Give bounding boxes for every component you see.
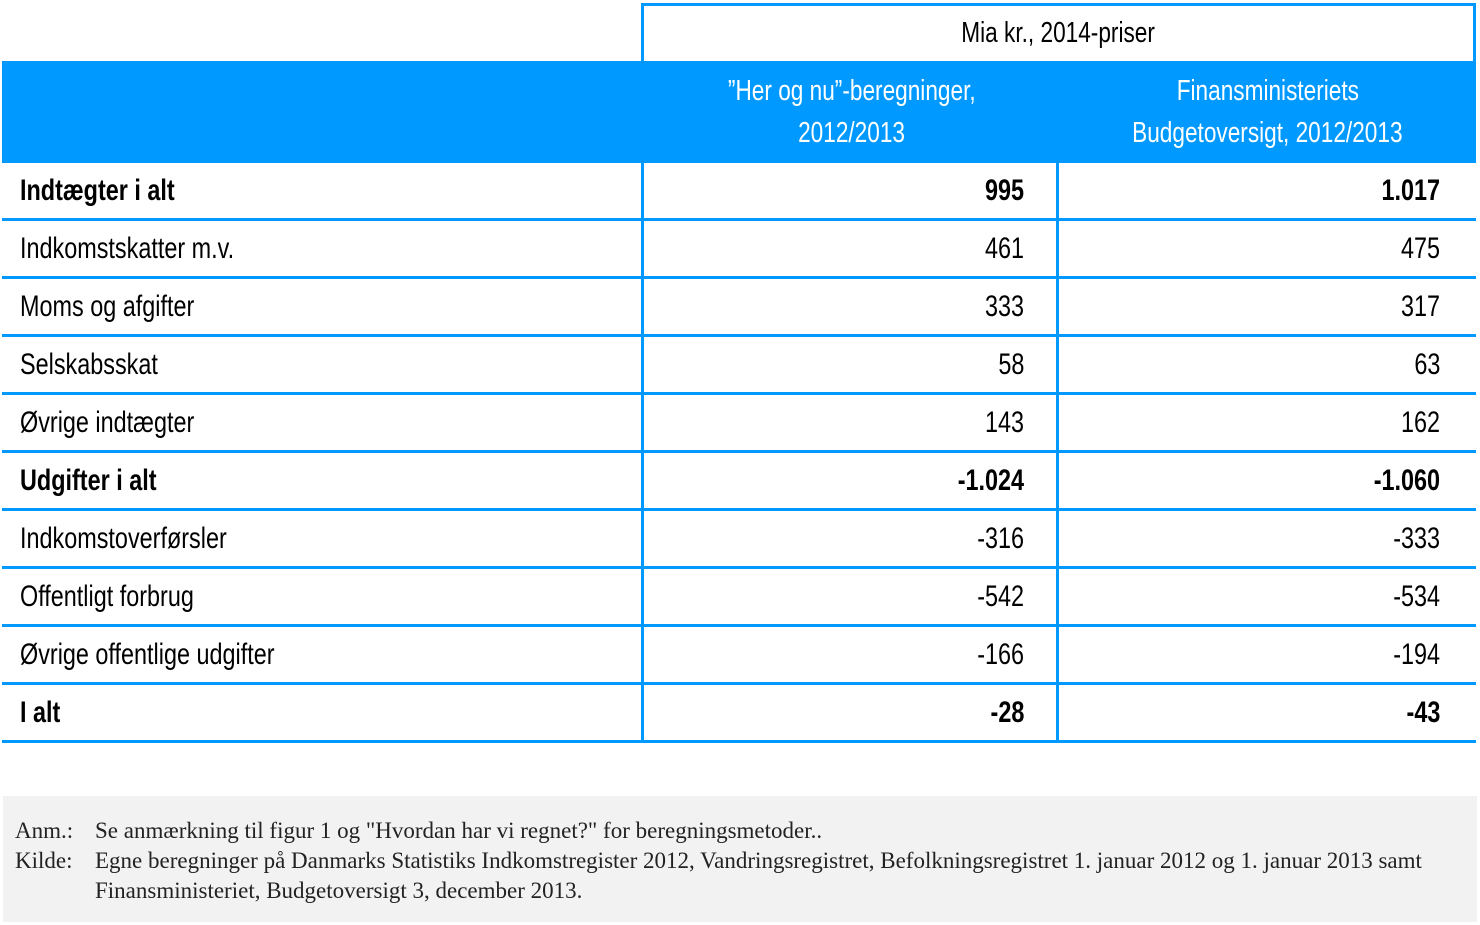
value: -1.060 [1373,463,1440,497]
value-cell-her-og-nu: -542 [644,569,1059,624]
table-row: Indkomstskatter m.v. 461 475 [2,221,1476,279]
note-kilde: Kilde: Egne beregninger på Danmarks Stat… [15,846,1467,906]
budget-table: Mia kr., 2014-priser ”Her og nu”-beregni… [2,3,1476,743]
column-header-finansministeriet: Finansministeriets Budgetoversigt, 2012/… [1059,61,1476,163]
value-cell-her-og-nu: 461 [644,221,1059,276]
table-row: Moms og afgifter 333 317 [2,279,1476,337]
column-header-line: Finansministeriets [1176,75,1359,107]
table-row: I alt -28 -43 [2,685,1476,743]
row-label: Moms og afgifter [20,289,195,323]
value-cell-her-og-nu: 58 [644,337,1059,392]
value: -316 [977,521,1024,555]
row-label-cell: Øvrige offentlige udgifter [2,627,644,682]
value: 995 [984,173,1024,207]
row-label: Offentligt forbrug [20,579,194,613]
value: -534 [1393,579,1440,613]
unit-header-row: Mia kr., 2014-priser [2,3,1476,61]
value: 143 [984,405,1024,439]
value-cell-finansministeriet: -1.060 [1059,453,1476,508]
value: 317 [1400,289,1440,323]
row-label: Indtægter i alt [20,173,175,207]
row-label-cell: Moms og afgifter [2,279,644,334]
value-cell-her-og-nu: -28 [644,685,1059,740]
value-cell-her-og-nu: 995 [644,163,1059,218]
value-cell-finansministeriet: 63 [1059,337,1476,392]
row-label-cell: Indtægter i alt [2,163,644,218]
value: 1.017 [1381,173,1440,207]
row-label-cell: Udgifter i alt [2,453,644,508]
row-label-cell: Offentligt forbrug [2,569,644,624]
empty-corner-cell [2,3,644,61]
table-row: Indtægter i alt 995 1.017 [2,163,1476,221]
note-text: Egne beregninger på Danmarks Statistiks … [95,848,1422,903]
row-label: I alt [20,695,61,729]
row-label-cell: Indkomstoverførsler [2,511,644,566]
row-label-cell: Øvrige indtægter [2,395,644,450]
column-header-line: Budgetoversigt, 2012/2013 [1132,117,1403,149]
value: -194 [1393,637,1440,671]
column-header-her-og-nu: ”Her og nu”-beregninger, 2012/2013 [644,61,1059,163]
row-label: Selskabsskat [20,347,158,381]
note-label: Kilde: [15,848,73,873]
column-header-line: 2012/2013 [798,117,905,149]
value: -28 [990,695,1024,729]
table-row: Indkomstoverførsler -316 -333 [2,511,1476,569]
unit-label-cell: Mia kr., 2014-priser [644,3,1476,61]
row-label-cell: I alt [2,685,644,740]
value-cell-her-og-nu: -1.024 [644,453,1059,508]
value-cell-finansministeriet: 475 [1059,221,1476,276]
table-row: Selskabsskat 58 63 [2,337,1476,395]
value-cell-her-og-nu: 143 [644,395,1059,450]
value-cell-finansministeriet: -333 [1059,511,1476,566]
value-cell-finansministeriet: -534 [1059,569,1476,624]
row-label: Øvrige indtægter [20,405,195,439]
value: 63 [1413,347,1440,381]
value: 461 [984,231,1024,265]
row-label: Udgifter i alt [20,463,157,497]
note-anm: Anm.: Se anmærkning til figur 1 og "Hvor… [15,816,1467,846]
empty-header-cell [2,61,644,163]
table-row: Øvrige indtægter 143 162 [2,395,1476,453]
value: -542 [977,579,1024,613]
value-cell-finansministeriet: -194 [1059,627,1476,682]
column-header-line: ”Her og nu”-beregninger, [727,75,976,107]
value-cell-finansministeriet: 317 [1059,279,1476,334]
row-label-cell: Indkomstskatter m.v. [2,221,644,276]
table-row: Øvrige offentlige udgifter -166 -194 [2,627,1476,685]
row-label: Indkomstskatter m.v. [20,231,235,265]
value: -333 [1393,521,1440,555]
value-cell-her-og-nu: -166 [644,627,1059,682]
row-label: Indkomstoverførsler [20,521,227,555]
value-cell-finansministeriet: -43 [1059,685,1476,740]
row-label: Øvrige offentlige udgifter [20,637,275,671]
table-row: Udgifter i alt -1.024 -1.060 [2,453,1476,511]
value: 162 [1400,405,1440,439]
value: 333 [984,289,1024,323]
column-header-row: ”Her og nu”-beregninger, 2012/2013 Finan… [2,61,1476,163]
value-cell-finansministeriet: 1.017 [1059,163,1476,218]
value: 475 [1400,231,1440,265]
note-label: Anm.: [15,818,74,843]
value: -1.024 [957,463,1024,497]
notes-box: Anm.: Se anmærkning til figur 1 og "Hvor… [3,796,1477,922]
unit-label: Mia kr., 2014-priser [961,17,1156,49]
value-cell-her-og-nu: 333 [644,279,1059,334]
value: -43 [1406,695,1440,729]
value: 58 [997,347,1024,381]
row-label-cell: Selskabsskat [2,337,644,392]
note-text: Se anmærkning til figur 1 og "Hvordan ha… [95,818,823,843]
value-cell-her-og-nu: -316 [644,511,1059,566]
value: -166 [977,637,1024,671]
table-row: Offentligt forbrug -542 -534 [2,569,1476,627]
value-cell-finansministeriet: 162 [1059,395,1476,450]
